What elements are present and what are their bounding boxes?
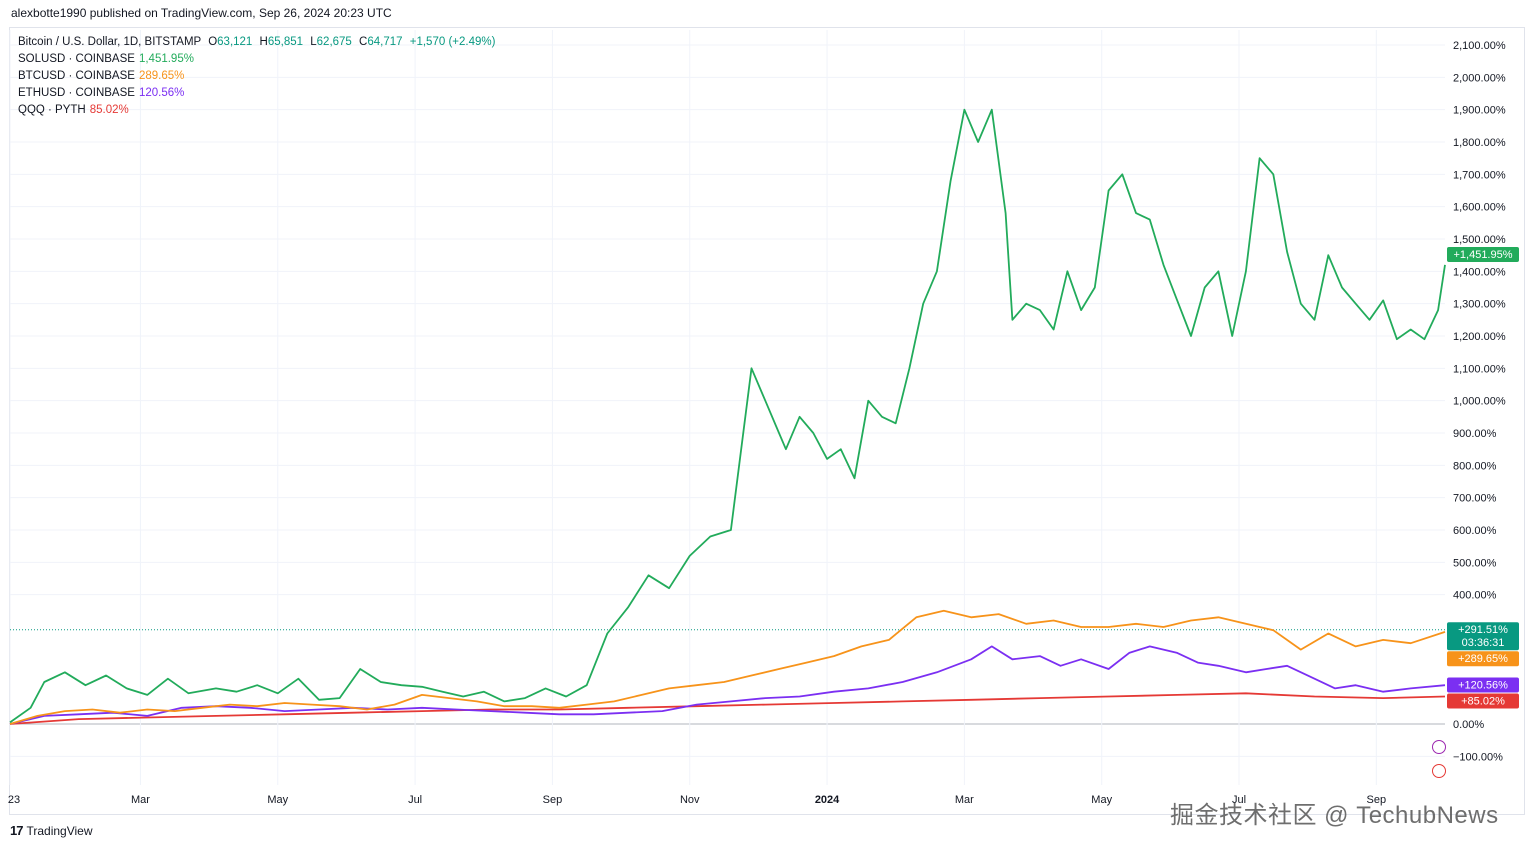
lightning-icon[interactable]	[1432, 740, 1446, 754]
y-tick-label: 400.00%	[1453, 590, 1497, 602]
legend-open: 63,121	[217, 36, 253, 48]
y-tick-label: 900.00%	[1453, 428, 1497, 440]
legend-o-label: O	[208, 36, 218, 48]
series-line-btcusd	[9, 609, 1446, 725]
y-tick-label: −100.00%	[1453, 751, 1503, 763]
y-tick-label: 1,300.00%	[1453, 299, 1506, 311]
legend-high: 65,851	[267, 36, 304, 48]
y-tick-label: 1,800.00%	[1453, 137, 1506, 149]
legend-item-value: 85.02%	[89, 104, 129, 116]
x-tick-label: Sep	[543, 794, 563, 806]
legend-item-symbol: SOLUSD · COINBASE	[18, 53, 135, 65]
watermark: 掘金技术社区 @ TechubNews	[1170, 802, 1499, 829]
legend-l-label: L	[310, 36, 317, 48]
x-tick-label: Mar	[955, 794, 974, 806]
legend-h-label: H	[259, 36, 268, 48]
x-tick-label: Nov	[680, 794, 700, 806]
tradingview-logo[interactable]: 17 TradingView	[10, 823, 93, 838]
legend-item-value: 289.65%	[138, 70, 185, 82]
legend-item-symbol: QQQ · PYTH	[18, 104, 86, 116]
tv-logo-icon: 17	[10, 823, 24, 838]
publisher-line: alexbotte1990 published on TradingView.c…	[11, 6, 392, 20]
legend-item-btcusd[interactable]: BTCUSD · COINBASE 289.65%	[18, 68, 495, 85]
last-value-label: +291.51%	[1458, 624, 1508, 636]
y-tick-label: 2,000.00%	[1453, 72, 1506, 84]
legend-c-label: C	[359, 36, 368, 48]
legend-change: +1,570 (+2.49%)	[409, 36, 496, 48]
last-value-label-bg	[1447, 622, 1519, 651]
last-value-label: +85.02%	[1461, 696, 1505, 708]
legend-main-symbol: Bitcoin / U.S. Dollar, 1D, BITSTAMP	[18, 36, 201, 48]
flag-icon[interactable]	[1432, 764, 1446, 778]
countdown-label: 03:36:31	[1462, 637, 1505, 649]
legend-item-ethusd[interactable]: ETHUSD · COINBASE 120.56%	[18, 85, 495, 102]
legend-item-qqq[interactable]: QQQ · PYTH 85.02%	[18, 102, 495, 119]
y-tick-label: 1,400.00%	[1453, 266, 1506, 278]
x-tick-label: Sep	[1367, 794, 1387, 806]
series-line-ethusd	[9, 645, 1446, 725]
last-value-label-bg	[1447, 677, 1519, 693]
x-tick-label: Jul	[408, 794, 422, 806]
y-tick-label: 1,900.00%	[1453, 105, 1506, 117]
y-tick-label: 800.00%	[1453, 460, 1497, 472]
last-value-label-bg	[1447, 693, 1519, 709]
x-tick-label: 23	[8, 794, 20, 806]
x-tick-label: 2024	[815, 794, 840, 806]
legend-low: 62,675	[316, 36, 352, 48]
legend-item-symbol: BTCUSD · COINBASE	[18, 70, 135, 82]
last-value-label-bg	[1447, 247, 1519, 263]
y-tick-label: 0.00%	[1453, 719, 1484, 731]
legend-main[interactable]: Bitcoin / U.S. Dollar, 1D, BITSTAMP O63,…	[18, 34, 495, 51]
y-tick-label: 1,100.00%	[1453, 363, 1506, 375]
series-line-qqq	[9, 692, 1446, 725]
y-tick-label: 700.00%	[1453, 493, 1497, 505]
legend-item-value: 120.56%	[138, 87, 185, 99]
legend-item-value: 1,451.95%	[138, 53, 194, 65]
y-tick-label: 1,500.00%	[1453, 234, 1506, 246]
x-tick-label: Jul	[1232, 794, 1246, 806]
y-tick-label: 1,700.00%	[1453, 169, 1506, 181]
x-tick-label: May	[1091, 794, 1112, 806]
legend-item-symbol: ETHUSD · COINBASE	[18, 87, 135, 99]
last-value-label: +289.65%	[1458, 653, 1508, 665]
legend-close: 64,717	[367, 36, 403, 48]
tradingview-brand: TradingView	[26, 823, 93, 838]
y-tick-label: 600.00%	[1453, 525, 1497, 537]
series-line-solusd	[9, 108, 1446, 724]
y-tick-label: 500.00%	[1453, 557, 1497, 569]
x-tick-label: Mar	[131, 794, 150, 806]
last-value-label: +1,451.95%	[1453, 249, 1512, 261]
x-tick-label: May	[267, 794, 288, 806]
y-tick-label: 1,600.00%	[1453, 202, 1506, 214]
y-tick-label: 1,200.00%	[1453, 331, 1506, 343]
legend: Bitcoin / U.S. Dollar, 1D, BITSTAMP O63,…	[18, 34, 495, 119]
y-tick-label: 2,100.00%	[1453, 40, 1506, 52]
last-value-label: +120.56%	[1458, 680, 1508, 692]
legend-item-solusd[interactable]: SOLUSD · COINBASE 1,451.95%	[18, 51, 495, 68]
last-value-label-bg	[1447, 651, 1519, 667]
y-tick-label: 1,000.00%	[1453, 396, 1506, 408]
